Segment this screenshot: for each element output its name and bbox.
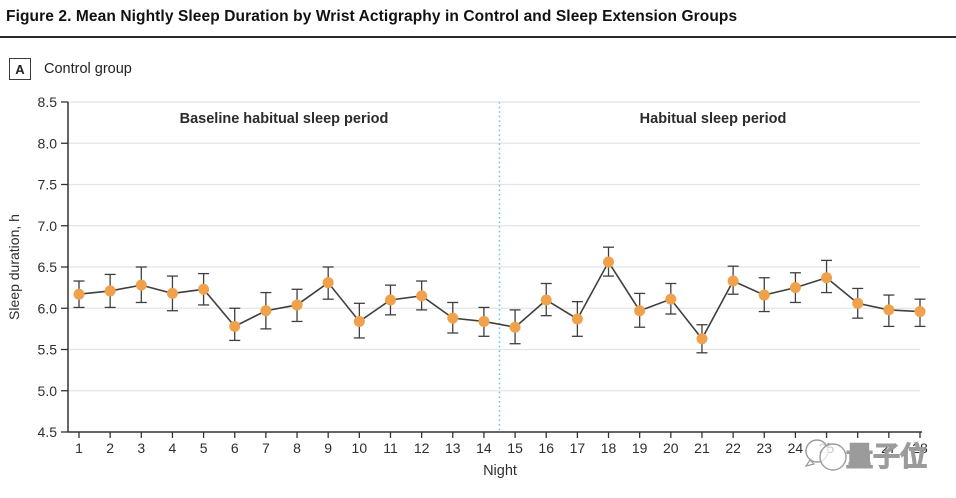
x-tick-label: 17: [570, 440, 586, 456]
x-tick-label: 9: [324, 440, 332, 456]
y-tick-label: 7.0: [38, 218, 58, 234]
data-point-night-2: [104, 285, 116, 297]
x-tick-label: 22: [725, 440, 741, 456]
x-tick-label: 14: [476, 440, 492, 456]
data-point-night-12: [416, 290, 428, 302]
x-tick-label: 20: [663, 440, 679, 456]
figure-title: Figure 2. Mean Nightly Sleep Duration by…: [6, 8, 738, 25]
data-point-night-17: [571, 313, 583, 325]
x-tick-label: 10: [352, 440, 368, 456]
x-axis-title: Night: [483, 463, 517, 479]
y-tick-label: 5.0: [38, 383, 58, 399]
x-tick-label: 1: [75, 440, 83, 456]
data-point-night-6: [229, 320, 241, 332]
data-point-night-14: [478, 315, 490, 327]
panel-a-badge: A: [9, 58, 31, 80]
x-tick-label: 12: [414, 440, 430, 456]
data-point-night-3: [135, 279, 147, 291]
x-tick-label: 11: [383, 440, 398, 456]
data-point-night-19: [634, 305, 646, 317]
y-tick-label: 7.5: [38, 177, 58, 193]
x-tick-label: 26: [850, 440, 866, 456]
data-point-night-25: [821, 272, 833, 284]
x-tick-label: 6: [231, 440, 239, 456]
x-tick-label: 8: [293, 440, 301, 456]
data-point-night-11: [384, 294, 396, 306]
x-tick-label: 16: [538, 440, 554, 456]
x-tick-label: 21: [694, 440, 710, 456]
habitual-period-label: Habitual sleep period: [639, 111, 787, 127]
data-point-night-7: [260, 305, 272, 317]
y-tick-label: 4.5: [38, 424, 58, 440]
data-point-night-15: [509, 321, 521, 333]
x-tick-label: 27: [881, 440, 897, 456]
data-point-night-20: [665, 293, 677, 305]
x-tick-label: 3: [137, 440, 145, 456]
x-tick-label: 24: [788, 440, 804, 456]
panel-header: A Control group: [9, 58, 132, 80]
x-tick-label: 5: [200, 440, 208, 456]
data-point-night-18: [603, 256, 615, 268]
data-point-night-5: [198, 283, 210, 295]
data-point-night-22: [727, 275, 739, 287]
y-tick-label: 6.0: [38, 300, 58, 316]
x-tick-label: 4: [169, 440, 177, 456]
baseline-period-label: Baseline habitual sleep period: [179, 111, 389, 127]
title-divider: [0, 36, 956, 38]
data-point-night-21: [696, 333, 708, 345]
x-tick-label: 19: [632, 440, 648, 456]
data-point-night-9: [322, 277, 334, 289]
data-point-night-10: [353, 315, 365, 327]
x-tick-label: 13: [445, 440, 461, 456]
data-point-night-16: [540, 294, 552, 306]
data-point-night-24: [789, 282, 801, 294]
y-tick-label: 8.0: [38, 135, 58, 151]
x-tick-label: 7: [262, 440, 270, 456]
y-tick-label: 5.5: [38, 342, 58, 358]
x-tick-label: 15: [507, 440, 523, 456]
x-tick-label: 2: [106, 440, 114, 456]
y-tick-label: 8.5: [38, 94, 58, 110]
watermark-text: 量子位: [846, 441, 927, 473]
y-tick-label: 6.5: [38, 259, 58, 275]
x-tick-label: 28: [912, 440, 928, 456]
x-tick-label: 23: [756, 440, 772, 456]
data-point-night-4: [166, 287, 178, 299]
data-point-night-13: [447, 312, 459, 324]
data-point-night-26: [852, 297, 864, 309]
data-point-night-23: [758, 289, 770, 301]
chat-bubbles-icon: [804, 439, 847, 471]
data-point-night-1: [73, 288, 85, 300]
series-line: [78, 260, 921, 341]
data-point-night-27: [883, 304, 895, 316]
x-tick-label: 18: [601, 440, 617, 456]
qbitai-watermark: 量子位: [804, 439, 928, 474]
data-point-night-8: [291, 299, 303, 311]
data-point-night-28: [914, 306, 926, 318]
panel-a-label: Control group: [44, 61, 132, 77]
